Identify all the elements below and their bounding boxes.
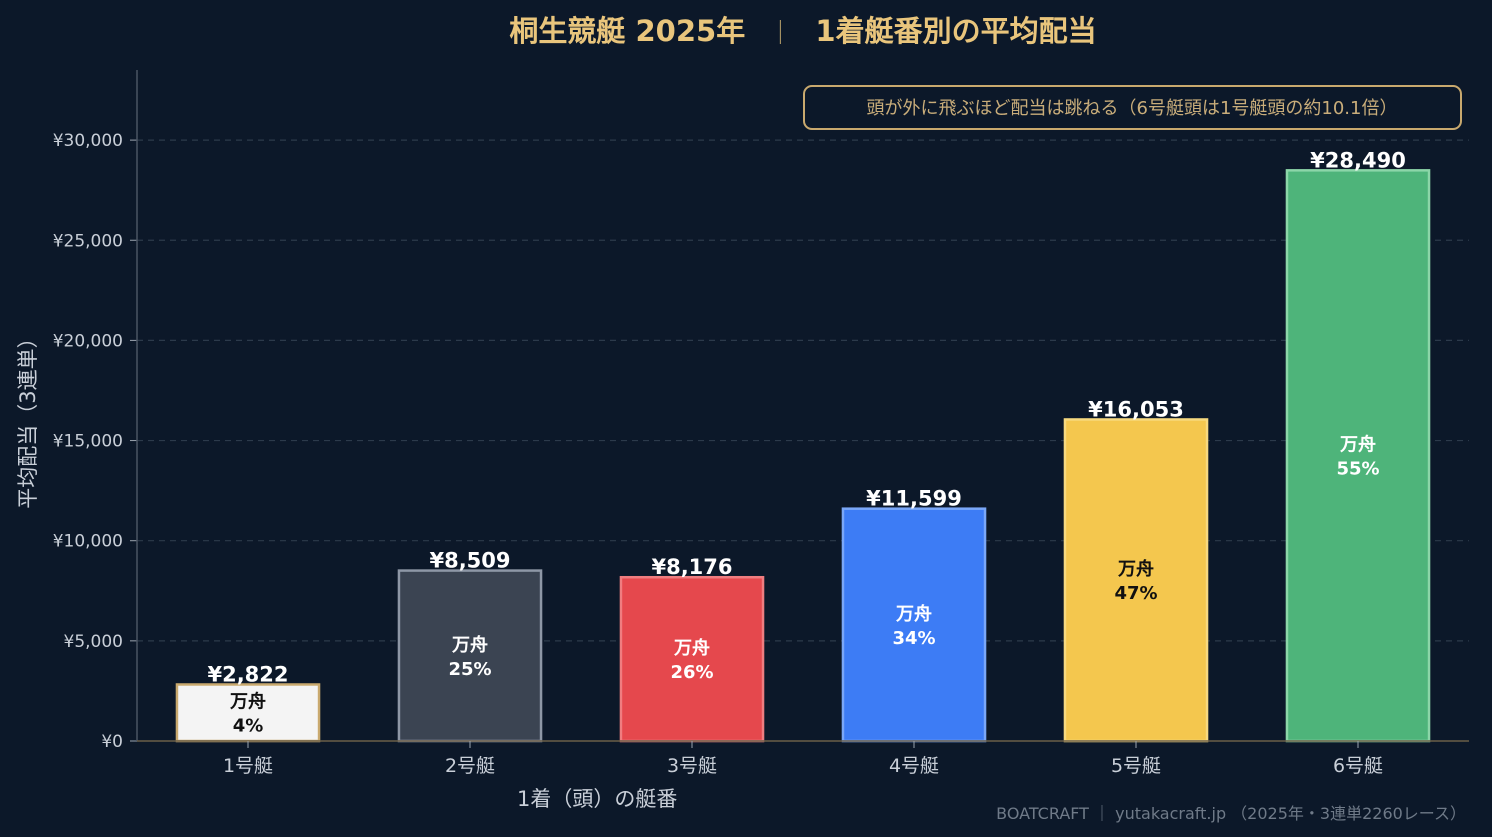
bar-inner-percent: 47% (1114, 583, 1157, 604)
x-tick-label: 4号艇 (889, 755, 939, 777)
bar-value-label: ¥8,176 (651, 555, 732, 579)
bar-inner-title: 万舟 (1117, 558, 1154, 580)
y-axis-title: 平均配当（3連単） (16, 327, 40, 508)
bar-inner-percent: 26% (670, 662, 713, 683)
footer-credit: BOATCRAFT ｜ yutakacraft.jp （2025年・3連単226… (996, 804, 1466, 823)
x-axis: 1号艇 2号艇 3号艇 4号艇 5号艇 6号艇 (137, 740, 1469, 777)
title-separator: ｜ (768, 19, 792, 47)
bar-value-label: ¥11,599 (866, 487, 962, 511)
bar-inner-title: 万舟 (1339, 434, 1376, 456)
bar-value-label: ¥8,509 (429, 549, 510, 573)
bar-inner-title: 万舟 (451, 634, 488, 656)
y-tick-label: ¥10,000 (53, 532, 123, 552)
y-tick-label: ¥15,000 (53, 432, 123, 452)
bar (841, 507, 987, 743)
subtitle-text: 1着艇番別の平均配当 (815, 14, 1096, 48)
bar-inner-percent: 55% (1336, 459, 1379, 480)
bar (175, 683, 321, 743)
bar-value-label: ¥16,053 (1088, 397, 1184, 421)
grid-lines (137, 139, 1469, 642)
annotation-border (803, 85, 1462, 130)
chart-title: 桐生競艇 2025年 ｜ 1着艇番別の平均配当 (509, 14, 1096, 48)
y-tick-label: ¥5,000 (64, 632, 123, 652)
x-tick-label: 3号艇 (667, 755, 717, 777)
bar-inner-title: 万舟 (673, 637, 710, 659)
bar-value-label: ¥2,822 (207, 662, 288, 686)
y-axis: ¥0 ¥5,000 ¥10,000 ¥15,000 ¥20,000 ¥25,000 ¥30,… (53, 70, 138, 752)
bar-inner-percent: 34% (892, 628, 935, 649)
bar-inner-percent: 4% (233, 716, 264, 737)
y-tick-label: ¥20,000 (53, 331, 123, 351)
x-tick-label: 6号艇 (1333, 755, 1383, 777)
bar-inner-title: 万舟 (895, 603, 932, 625)
bars: ¥2,822 万舟 4% ¥8,509 万舟 25% ¥8,176 万舟 26% ¥11,599 万… (175, 148, 1431, 743)
bar-inner-title: 万舟 (229, 691, 266, 713)
x-tick-label: 2号艇 (445, 755, 495, 777)
x-axis-title: 1着（頭）の艇番 (517, 787, 677, 811)
y-tick-label: ¥25,000 (53, 231, 123, 251)
y-tick-label: ¥30,000 (53, 131, 123, 151)
bar (1063, 418, 1209, 743)
bar-inner-percent: 25% (448, 659, 491, 680)
bar-value-label: ¥28,490 (1310, 148, 1406, 172)
x-tick-label: 5号艇 (1111, 755, 1161, 777)
y-tick-label: ¥0 (101, 732, 123, 752)
bar (1285, 169, 1431, 743)
annotation-text: 頭が外に飛ぶほど配当は跳ねる（6号艇頭は1号艇頭の約10.1倍） (867, 98, 1398, 119)
bar (619, 575, 765, 743)
annotation-box: 頭が外に飛ぶほど配当は跳ねる（6号艇頭は1号艇頭の約10.1倍） (803, 85, 1462, 130)
x-tick-label: 1号艇 (223, 755, 273, 777)
title-text: 桐生競艇 2025年 (509, 14, 745, 48)
